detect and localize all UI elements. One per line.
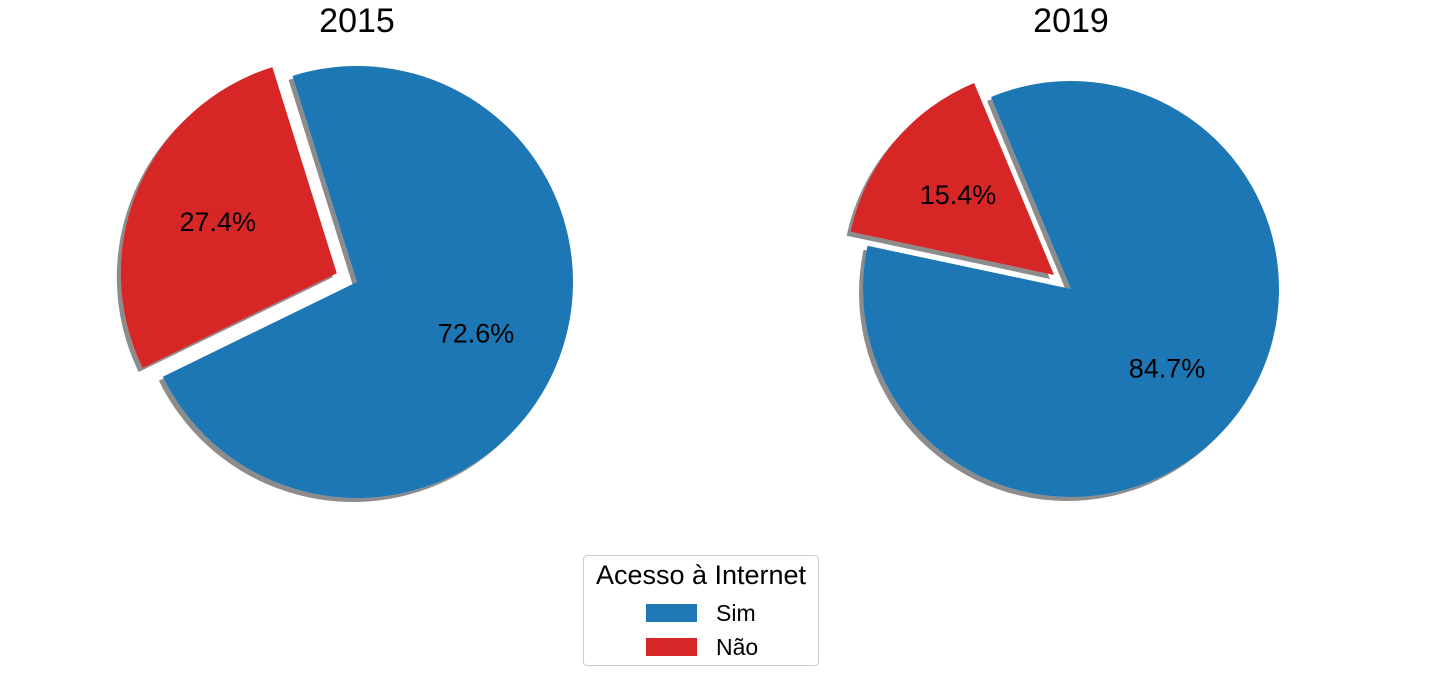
legend: Acesso à Internet Sim Não [583,555,819,666]
pie-chart-2019: 2019 84.7% 15.4% [850,2,1279,498]
pie-slice-Não [850,82,1055,275]
legend-swatch-sim [646,604,697,622]
pie-slice-Sim [162,66,574,499]
pie-slice-label-Não: 15.4% [920,180,997,210]
legend-title: Acesso à Internet [595,560,807,590]
pie-wedges [120,66,574,499]
legend-swatch-nao [646,638,697,656]
pie-slice-label-Não: 27.4% [180,207,257,237]
pie-title: 2019 [1033,2,1109,40]
pie-slice-label-Sim: 84.7% [1129,354,1206,384]
legend-label-sim: Sim [716,600,756,626]
pie-wedges [850,80,1279,498]
legend-label-nao: Não [716,634,759,660]
pie-slice-Não [120,67,337,368]
pie-chart-2015: 2015 72.6% 27.4% [120,2,574,499]
pie-title: 2015 [319,2,395,40]
pie-slice-Sim [862,80,1279,498]
pie-slice-label-Sim: 72.6% [438,318,515,348]
